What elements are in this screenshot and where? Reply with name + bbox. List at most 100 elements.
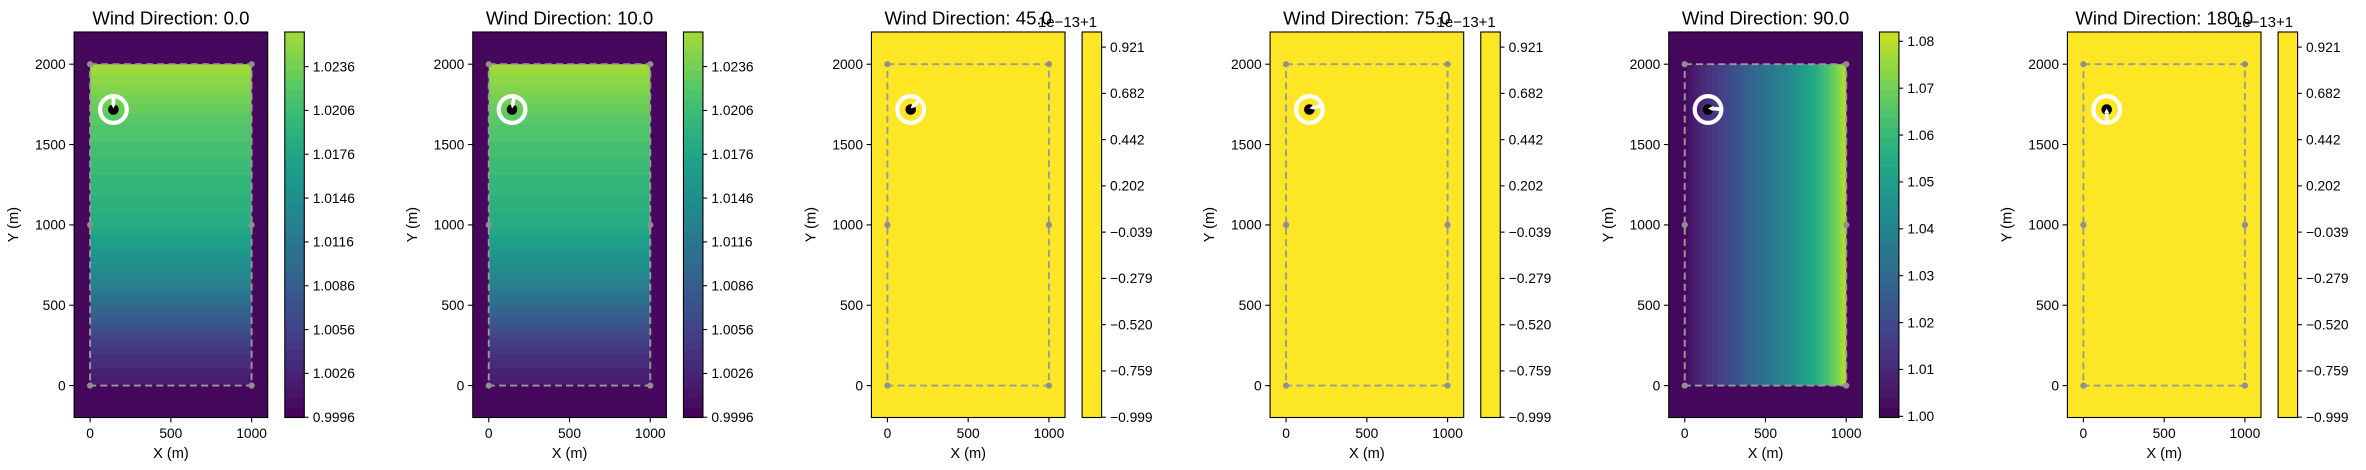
svg-text:1.0176: 1.0176 [313, 147, 356, 162]
svg-text:−0.279: −0.279 [2306, 271, 2349, 286]
svg-text:1.0026: 1.0026 [313, 366, 356, 381]
svg-text:0: 0 [1653, 378, 1661, 393]
svg-text:1.0146: 1.0146 [313, 191, 356, 206]
svg-text:1.01: 1.01 [1907, 362, 1934, 377]
svg-text:1.08: 1.08 [1907, 34, 1934, 49]
svg-text:0.9996: 0.9996 [711, 410, 754, 425]
svg-text:500: 500 [159, 426, 182, 441]
svg-text:1.0206: 1.0206 [313, 103, 356, 118]
svg-text:0.921: 0.921 [2306, 40, 2341, 55]
svg-text:1000: 1000 [1432, 426, 1463, 441]
svg-text:0: 0 [2080, 426, 2088, 441]
svg-text:2000: 2000 [832, 57, 863, 72]
svg-text:500: 500 [1754, 426, 1777, 441]
svg-text:1500: 1500 [434, 137, 465, 152]
svg-text:0.442: 0.442 [1110, 132, 1145, 147]
svg-text:X (m): X (m) [1349, 446, 1385, 462]
svg-text:−0.520: −0.520 [1110, 317, 1153, 332]
svg-text:1.0056: 1.0056 [313, 322, 356, 337]
svg-text:500: 500 [1239, 298, 1262, 313]
svg-text:500: 500 [1355, 426, 1378, 441]
svg-text:0.921: 0.921 [1509, 40, 1544, 55]
svg-text:1.07: 1.07 [1907, 81, 1934, 96]
svg-text:−0.039: −0.039 [1110, 225, 1153, 240]
svg-text:1000: 1000 [1831, 426, 1862, 441]
svg-text:1000: 1000 [434, 218, 465, 233]
svg-text:1.0206: 1.0206 [711, 103, 754, 118]
svg-text:2000: 2000 [35, 57, 66, 72]
svg-text:1.04: 1.04 [1907, 222, 1934, 237]
svg-text:1000: 1000 [832, 218, 863, 233]
svg-text:1.03: 1.03 [1907, 268, 1934, 283]
svg-text:0.202: 0.202 [1110, 179, 1145, 194]
svg-text:1000: 1000 [236, 426, 267, 441]
svg-text:1.0116: 1.0116 [313, 235, 355, 250]
svg-text:1.0236: 1.0236 [711, 59, 754, 74]
svg-text:1500: 1500 [832, 137, 863, 152]
svg-text:0: 0 [1282, 426, 1290, 441]
svg-text:Y (m): Y (m) [6, 207, 22, 242]
svg-text:Wind Direction: 0.0: Wind Direction: 0.0 [92, 7, 249, 28]
svg-text:1000: 1000 [2028, 218, 2059, 233]
svg-text:−0.999: −0.999 [1509, 410, 1552, 425]
svg-text:−0.039: −0.039 [1509, 225, 1552, 240]
svg-text:500: 500 [441, 298, 464, 313]
svg-text:1.06: 1.06 [1907, 128, 1934, 143]
svg-text:0: 0 [2051, 378, 2059, 393]
svg-text:0.921: 0.921 [1110, 40, 1145, 55]
svg-text:X (m): X (m) [153, 446, 189, 462]
svg-text:0: 0 [855, 378, 863, 393]
svg-text:Y (m): Y (m) [2000, 207, 2016, 242]
svg-text:−0.279: −0.279 [1110, 271, 1153, 286]
svg-text:Wind Direction: 10.0: Wind Direction: 10.0 [486, 7, 653, 28]
svg-text:500: 500 [840, 298, 863, 313]
svg-text:1e−13+1: 1e−13+1 [2234, 14, 2293, 31]
svg-text:1500: 1500 [35, 137, 66, 152]
svg-text:1.02: 1.02 [1907, 315, 1934, 330]
svg-text:−0.759: −0.759 [1509, 364, 1552, 379]
svg-text:1.0116: 1.0116 [711, 235, 753, 250]
svg-text:1000: 1000 [35, 218, 66, 233]
svg-text:−0.759: −0.759 [2306, 364, 2349, 379]
svg-text:X (m): X (m) [950, 446, 986, 462]
svg-text:500: 500 [558, 426, 581, 441]
svg-text:0.202: 0.202 [1509, 179, 1544, 194]
svg-text:2000: 2000 [1231, 57, 1262, 72]
svg-text:1000: 1000 [1630, 218, 1661, 233]
svg-text:1500: 1500 [1630, 137, 1661, 152]
svg-text:0: 0 [884, 426, 892, 441]
svg-text:500: 500 [43, 298, 66, 313]
svg-text:1.00: 1.00 [1907, 409, 1934, 424]
svg-text:Wind Direction: 75.0: Wind Direction: 75.0 [1283, 7, 1450, 28]
svg-text:500: 500 [2153, 426, 2176, 441]
svg-text:1.0236: 1.0236 [313, 59, 356, 74]
svg-text:0: 0 [485, 426, 493, 441]
svg-text:0: 0 [86, 426, 94, 441]
svg-text:0.442: 0.442 [2306, 132, 2341, 147]
svg-text:500: 500 [957, 426, 980, 441]
svg-text:1.0086: 1.0086 [313, 278, 356, 293]
svg-text:1.0026: 1.0026 [711, 366, 754, 381]
svg-text:0.442: 0.442 [1509, 132, 1544, 147]
svg-text:−0.520: −0.520 [1509, 317, 1552, 332]
svg-text:0.202: 0.202 [2306, 179, 2341, 194]
svg-text:1000: 1000 [635, 426, 666, 441]
svg-text:−0.279: −0.279 [1509, 271, 1552, 286]
svg-text:500: 500 [1637, 298, 1660, 313]
svg-text:−0.520: −0.520 [2306, 317, 2349, 332]
svg-text:1.0086: 1.0086 [711, 278, 754, 293]
svg-text:X (m): X (m) [1748, 446, 1784, 462]
svg-text:X (m): X (m) [2146, 446, 2182, 462]
svg-text:Wind Direction: 90.0: Wind Direction: 90.0 [1682, 7, 1849, 28]
svg-text:0: 0 [1254, 378, 1262, 393]
svg-text:1e−13+1: 1e−13+1 [1038, 14, 1097, 31]
svg-text:0.682: 0.682 [1110, 86, 1145, 101]
svg-text:Y (m): Y (m) [804, 207, 820, 242]
svg-text:−0.999: −0.999 [1110, 410, 1153, 425]
svg-text:2000: 2000 [2028, 57, 2059, 72]
svg-text:Y (m): Y (m) [1601, 207, 1617, 242]
svg-text:Wind Direction: 180.0: Wind Direction: 180.0 [2075, 7, 2253, 28]
svg-text:Y (m): Y (m) [1202, 207, 1218, 242]
svg-text:2000: 2000 [434, 57, 465, 72]
svg-text:−0.759: −0.759 [1110, 364, 1153, 379]
